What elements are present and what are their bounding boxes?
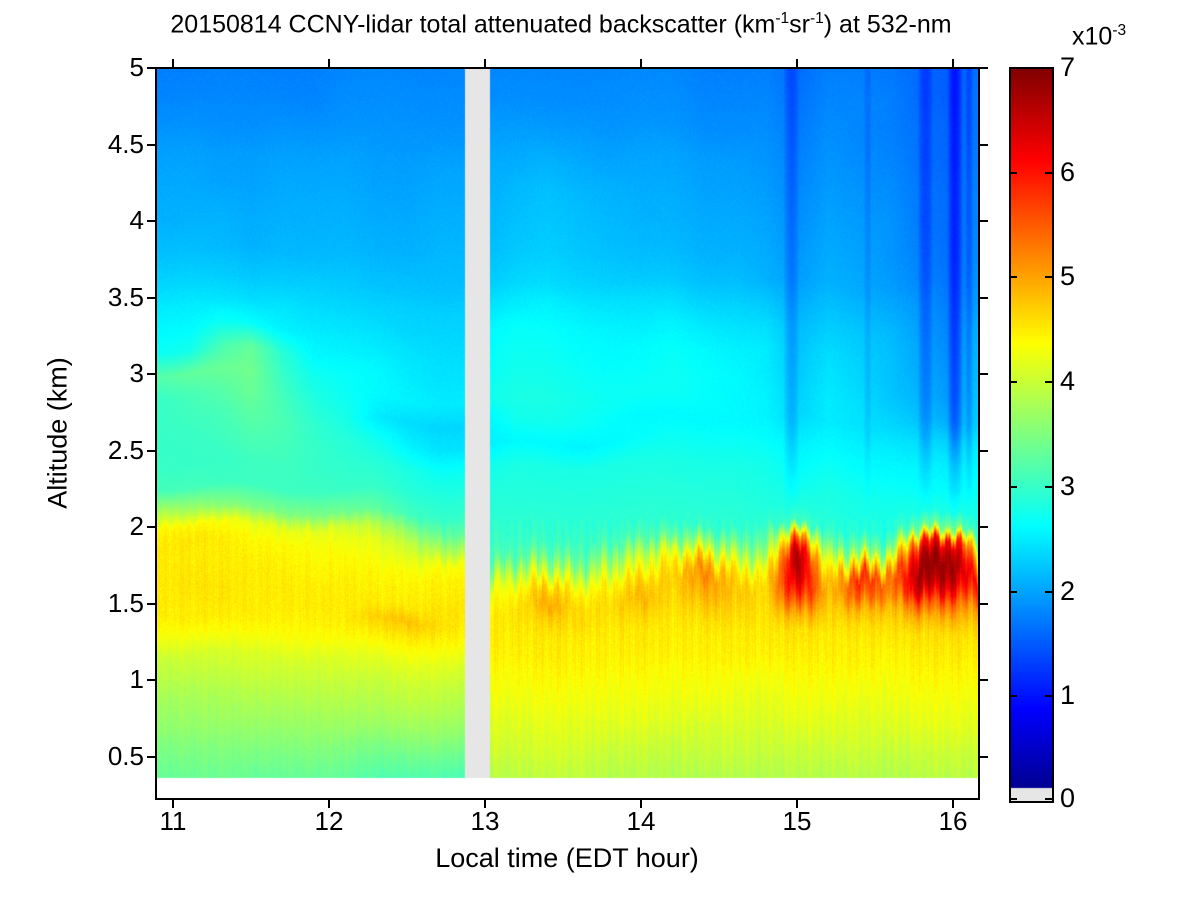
x-tick-label: 12: [314, 806, 344, 836]
y-tick-mark-right: [980, 602, 988, 605]
y-tick-label: 5: [129, 52, 144, 82]
colorbar-tick-label: 0: [1060, 783, 1076, 813]
colorbar-tick-left: [1010, 485, 1017, 488]
y-tick-mark: [147, 602, 155, 605]
colorbar-tick-right: [1045, 695, 1052, 698]
colorbar-tick-right: [1045, 276, 1052, 279]
y-tick-mark-right: [980, 220, 988, 222]
colorbar-tick-label: 2: [1060, 575, 1076, 606]
y-tick-mark: [147, 220, 155, 222]
y-tick-mark-right: [980, 449, 988, 452]
colorbar-tick-left: [1010, 381, 1017, 384]
y-tick-mark: [147, 296, 155, 299]
title-sup1: -1: [775, 10, 790, 27]
x-tick-mark-top: [640, 59, 642, 67]
y-tick-label: 4.5: [107, 128, 144, 159]
colorbar-tick-left: [1010, 695, 1017, 698]
x-tick-mark: [640, 800, 642, 808]
colorbar-exponent-base: x10: [1072, 22, 1113, 51]
y-tick-mark: [147, 373, 155, 375]
y-tick-mark-right: [980, 373, 988, 375]
colorbar-tick-label: 7: [1060, 52, 1076, 82]
colorbar-tick-right: [1045, 171, 1052, 174]
x-tick-mark: [952, 800, 954, 808]
y-tick-mark: [147, 449, 155, 452]
y-tick-mark-right: [980, 143, 988, 146]
x-tick-mark: [328, 800, 330, 808]
x-tick-mark-top: [484, 59, 486, 67]
y-tick-mark-right: [980, 755, 988, 758]
colorbar-exponent-label: x10-3: [1072, 22, 1126, 51]
x-tick-mark-top: [796, 59, 798, 67]
chart-title: 20150814 CCNY-lidar total attenuated bac…: [170, 10, 951, 39]
colorbar-tick-left: [1010, 798, 1017, 800]
x-tick-mark-top: [952, 59, 954, 67]
y-tick-mark: [147, 143, 155, 146]
colorbar-tick-right: [1045, 381, 1052, 384]
colorbar-tick-label: 6: [1060, 156, 1076, 187]
x-tick-mark: [796, 800, 798, 808]
x-tick-label: 14: [626, 806, 656, 836]
x-tick-mark: [172, 800, 174, 808]
colorbar-tick-left: [1010, 171, 1017, 174]
colorbar-tick-right: [1045, 798, 1052, 800]
y-tick-mark-right: [980, 526, 988, 528]
colorbar-canvas: [1010, 68, 1052, 801]
title-part1: 20150814 CCNY-lidar total attenuated bac…: [170, 10, 776, 39]
y-tick-mark-right: [980, 296, 988, 299]
y-tick-label: 1.5: [107, 587, 144, 618]
colorbar-tick-left: [1010, 67, 1017, 69]
y-tick-mark: [147, 755, 155, 758]
colorbar-tick-left: [1010, 276, 1017, 279]
title-sup2: -1: [809, 10, 824, 27]
title-part2: sr: [789, 10, 810, 39]
y-tick-mark: [147, 526, 155, 528]
y-tick-mark: [147, 679, 155, 681]
x-tick-mark-top: [172, 59, 174, 67]
y-tick-label: 3: [129, 358, 144, 388]
y-tick-mark: [147, 67, 155, 69]
y-tick-label: 2.5: [107, 434, 144, 465]
colorbar-tick-label: 1: [1060, 680, 1076, 711]
y-tick-label: 4: [129, 205, 144, 235]
colorbar-tick-label: 5: [1060, 261, 1076, 292]
y-tick-mark-right: [980, 679, 988, 681]
colorbar-tick-label: 3: [1060, 470, 1076, 501]
y-tick-label: 0.5: [107, 740, 144, 771]
heatmap-canvas: [156, 68, 978, 798]
colorbar-tick-left: [1010, 590, 1017, 593]
colorbar-exponent-sup: -3: [1112, 22, 1127, 39]
colorbar-tick-label: 4: [1060, 366, 1076, 397]
title-part3: ) at 532-nm: [823, 10, 952, 39]
y-tick-label: 3.5: [107, 281, 144, 312]
x-axis-label: Local time (EDT hour): [435, 843, 699, 873]
y-tick-label: 2: [129, 511, 144, 541]
colorbar-tick-right: [1045, 67, 1052, 69]
x-tick-label: 11: [159, 806, 187, 836]
x-tick-mark-top: [328, 59, 330, 67]
y-tick-label: 1: [129, 664, 144, 694]
colorbar-tick-right: [1045, 590, 1052, 593]
x-tick-label: 16: [938, 806, 968, 836]
x-tick-label: 13: [470, 806, 500, 836]
x-tick-mark: [484, 800, 486, 808]
x-tick-label: 15: [782, 806, 812, 836]
y-tick-mark-right: [980, 67, 988, 69]
colorbar-tick-right: [1045, 485, 1052, 488]
